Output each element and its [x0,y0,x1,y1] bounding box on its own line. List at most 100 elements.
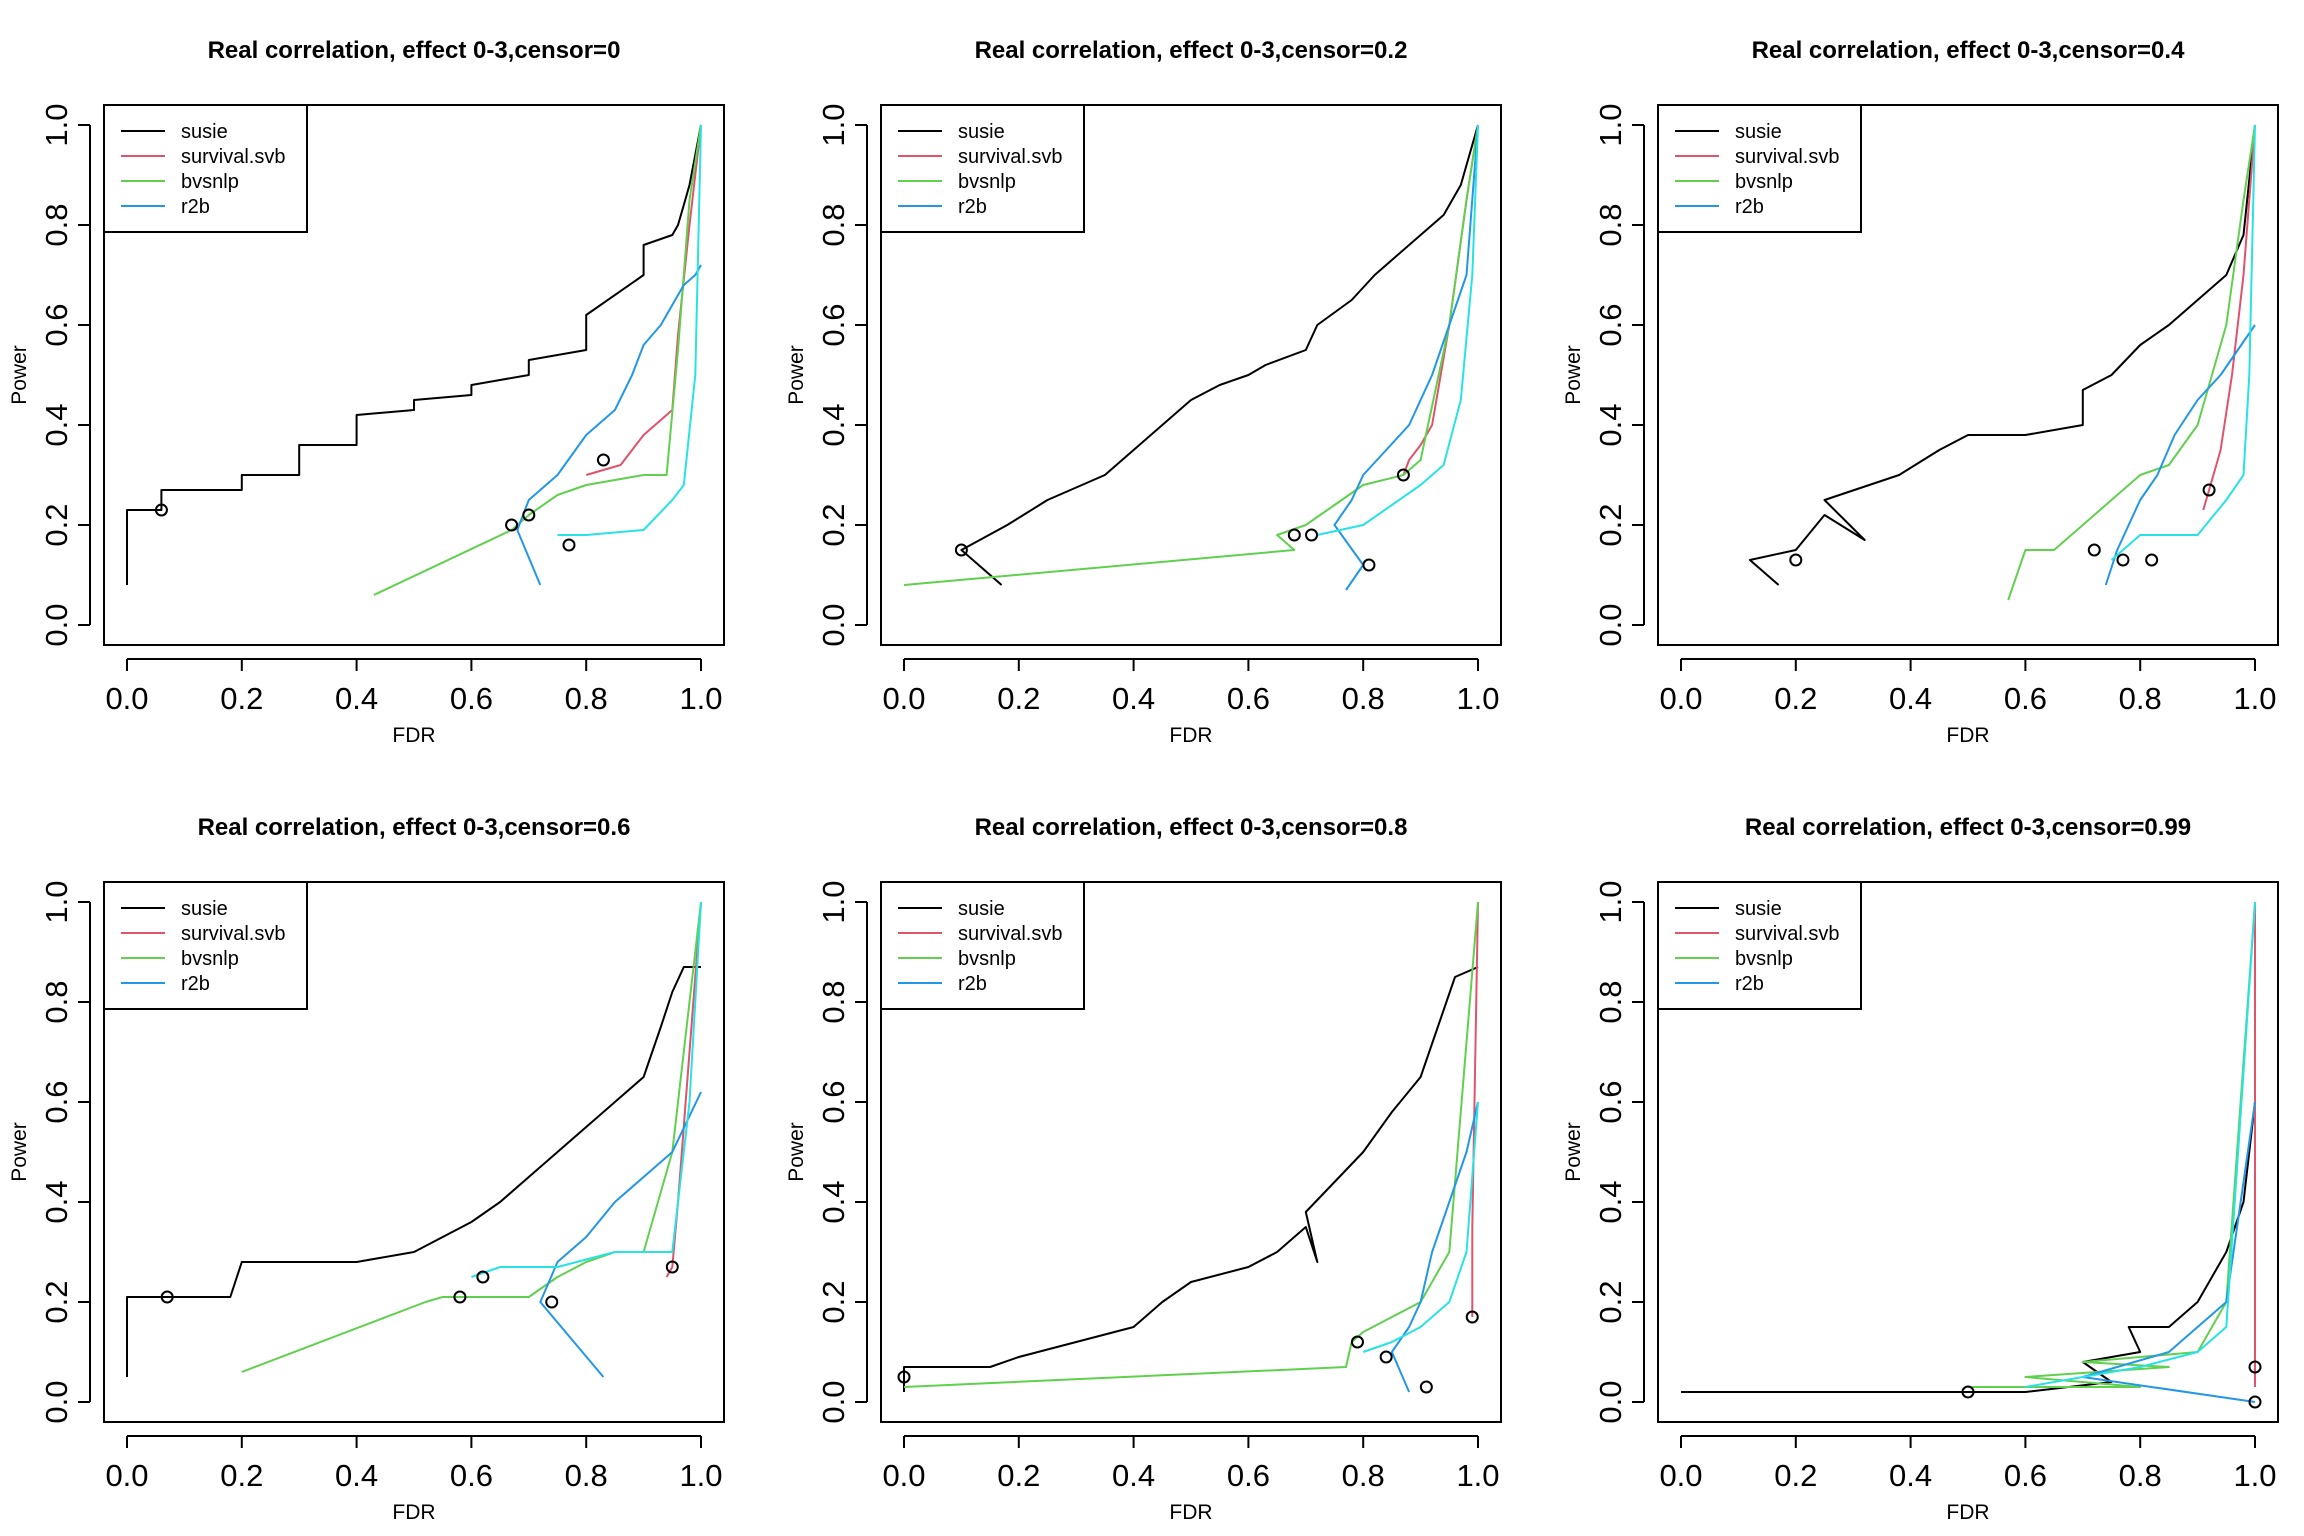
x-tick-label: 1.0 [2233,1458,2276,1493]
series-line-r2b_alt [471,901,702,1278]
x-tick-label: 1.0 [679,681,722,716]
series-line-susie [126,124,702,585]
legend-label: bvsnlp [958,171,1016,193]
plot-frame [103,104,725,646]
legend-label: r2b [1735,973,1764,995]
y-tick-label: 0.6 [1593,1080,1628,1123]
legend-label: susie [1735,898,1782,920]
x-tick-label: 1.0 [1456,1458,1499,1493]
series-line-susie [903,966,1479,1392]
legend-box [103,104,308,233]
point-marker [1350,1335,1364,1349]
x-tick-label: 0.2 [1774,681,1817,716]
series-line-bvsnlp [241,901,702,1373]
series-line-r2b [1333,124,1479,591]
x-tick-label: 0.8 [565,1458,608,1493]
point-marker [562,538,576,552]
panel-5: Real correlation, effect 0-3,censor=0.8 0… [785,814,1502,1524]
plot-frame [880,881,1502,1423]
y-tick-label: 1.0 [39,103,74,146]
y-tick-label: 0.6 [816,1080,851,1123]
legend-label: susie [181,121,228,143]
x-tick-label: 0.0 [105,1458,148,1493]
legend-label: bvsnlp [1735,948,1793,970]
x-tick-label: 0.4 [1889,681,1932,716]
plot-frame [103,881,725,1423]
y-tick-label: 0.8 [1593,980,1628,1023]
series-line-r2b [1390,1101,1479,1393]
panel-1: Real correlation, effect 0-3,censor=0 0.0… [8,37,725,747]
x-tick-label: 0.4 [1112,1458,1155,1493]
legend-label: survival.svb [1735,923,1839,945]
legend-label: susie [958,898,1005,920]
point-marker [1362,558,1376,572]
legend-label: survival.svb [1735,146,1839,168]
series-line-survival-svb [2202,124,2256,511]
series-line-r2b_alt [1362,1101,1479,1353]
x-tick-label: 0.4 [1112,681,1155,716]
panel-3: Real correlation, effect 0-3,censor=0.4 0… [1562,37,2279,747]
x-tick-label: 0.6 [450,681,493,716]
y-tick-label: 0.8 [39,203,74,246]
point-marker [2248,1395,2262,1409]
legend-label: r2b [958,196,987,218]
x-tick-label: 0.2 [220,1458,263,1493]
x-tick-label: 0.2 [220,681,263,716]
x-axis-label: FDR [1169,1501,1212,1524]
series-line-survival-svb [1471,901,1479,1317]
y-tick-label: 0.2 [1593,1280,1628,1323]
panel-title: Real correlation, effect 0-3,censor=0.99 [1745,814,2191,841]
x-axis-label: FDR [1946,1501,1989,1524]
y-axis-label: Power [785,1122,808,1182]
y-tick-label: 0.0 [816,603,851,646]
point-marker [1465,1310,1479,1324]
point-marker [160,1290,174,1304]
point-marker [522,508,536,522]
y-axis-label: Power [1562,345,1585,405]
x-tick-label: 0.0 [882,1458,925,1493]
x-tick-label: 0.4 [335,681,378,716]
y-tick-label: 0.2 [816,1280,851,1323]
series-line-survival-svb [585,124,702,476]
point-marker [2202,483,2216,497]
legend-label: survival.svb [181,923,285,945]
point-marker [954,543,968,557]
series-line-susie [126,966,701,1377]
y-axis-label: Power [785,345,808,405]
series-line-r2b [539,1091,702,1378]
legend-label: susie [958,121,1005,143]
y-tick-label: 1.0 [816,880,851,923]
legend: susie survival.svb bvsnlp r2b [1657,881,1862,1010]
panel-2: Real correlation, effect 0-3,censor=0.2 0… [785,37,1502,747]
y-tick-label: 0.0 [816,1380,851,1423]
plot-frame [1657,104,2279,646]
x-tick-label: 1.0 [679,1458,722,1493]
legend-box [880,104,1085,233]
y-axis-label: Power [8,345,31,405]
legend-box [1657,104,1862,233]
series-line-bvsnlp [903,124,1479,586]
legend: susie survival.svb bvsnlp r2b [1657,104,1862,233]
legend-label: bvsnlp [1735,171,1793,193]
point-marker [1287,528,1301,542]
point-marker [897,1370,911,1384]
series-line-bvsnlp [903,901,1479,1388]
x-tick-label: 0.6 [450,1458,493,1493]
legend: susie survival.svb bvsnlp r2b [103,104,308,233]
x-axis-label: FDR [392,724,435,747]
x-tick-label: 0.6 [2004,681,2047,716]
series-line-bvsnlp [2007,124,2256,601]
series-line-survival-svb [1402,124,1479,476]
series-line-r2b [2104,324,2256,586]
series-line-r2b_alt [2025,901,2256,1388]
y-tick-label: 0.8 [39,980,74,1023]
y-tick-label: 1.0 [1593,103,1628,146]
legend-label: r2b [958,973,987,995]
x-tick-label: 0.4 [1889,1458,1932,1493]
panel-title: Real correlation, effect 0-3,censor=0.6 [198,814,631,841]
x-tick-label: 0.8 [1342,681,1385,716]
x-tick-label: 0.4 [335,1458,378,1493]
y-tick-label: 0.2 [39,503,74,546]
point-marker [2248,1360,2262,1374]
x-tick-label: 0.8 [2119,681,2162,716]
